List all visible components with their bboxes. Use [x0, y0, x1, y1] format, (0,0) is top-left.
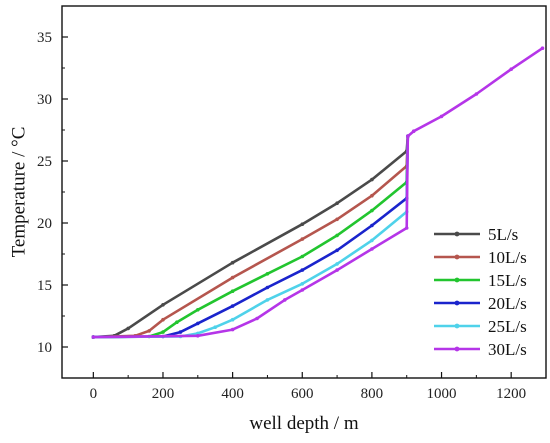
data-point: [213, 325, 217, 330]
legend-item: 10L/s: [434, 248, 527, 267]
series-line-1: [92, 134, 410, 339]
data-point: [126, 326, 130, 331]
data-point: [265, 298, 270, 302]
y-tick-label: 15: [37, 278, 52, 294]
data-point: [161, 330, 165, 334]
data-point: [370, 177, 374, 182]
x-tick-label: 1200: [496, 386, 526, 402]
data-point: [230, 260, 235, 265]
data-point: [265, 285, 270, 290]
data-point: [509, 67, 513, 71]
data-point: [300, 288, 305, 292]
data-point: [161, 303, 165, 307]
data-point: [335, 201, 339, 205]
y-tick-label: 20: [37, 216, 52, 232]
data-point: [265, 272, 270, 276]
data-point: [335, 268, 339, 272]
legend-item: 20L/s: [434, 294, 527, 313]
data-point: [300, 237, 305, 241]
data-point: [540, 46, 545, 50]
legend-item: 5L/s: [434, 225, 518, 244]
y-tick-label: 10: [37, 340, 52, 356]
data-point: [230, 275, 235, 280]
x-tick-label: 800: [361, 386, 384, 402]
x-axis-label: well depth / m: [249, 413, 358, 434]
series-line-3: [92, 134, 410, 339]
data-point: [370, 247, 374, 251]
y-tick-label: 35: [37, 30, 52, 46]
legend-item: 25L/s: [434, 317, 527, 336]
plot-frame: [61, 5, 547, 379]
data-point: [411, 129, 416, 133]
legend-label: 20L/s: [488, 294, 527, 313]
legend-item: 15L/s: [434, 271, 527, 290]
data-point: [178, 330, 183, 334]
legend-label: 15L/s: [488, 271, 527, 290]
series-line-6: [92, 46, 544, 339]
legend-marker: [454, 346, 460, 352]
ticks-layer: 0 200 400 600 800 1000 1200 10 15 20 25 30 35: [37, 30, 526, 402]
legend-marker: [454, 231, 460, 237]
data-point: [230, 317, 235, 322]
data-point: [147, 329, 151, 333]
legend-label: 25L/s: [488, 317, 527, 336]
legend-marker: [454, 323, 460, 329]
x-tick-label: 400: [221, 386, 244, 402]
data-point: [196, 321, 200, 326]
series-line-5: [92, 134, 410, 339]
legend-marker: [454, 254, 460, 260]
legend-label: 30L/s: [488, 340, 527, 359]
data-point: [335, 217, 339, 222]
data-point: [404, 226, 409, 230]
data-point: [196, 308, 200, 312]
data-point: [230, 304, 235, 308]
data-point: [406, 134, 410, 138]
data-point: [91, 335, 96, 339]
data-point: [283, 298, 287, 302]
data-point: [300, 268, 305, 272]
y-tick-label: 30: [37, 92, 52, 108]
data-point: [175, 320, 179, 325]
series-layer: [91, 46, 545, 339]
y-axis-label: Temperature / °C: [9, 127, 30, 258]
data-point: [370, 238, 374, 243]
data-point: [230, 327, 235, 332]
data-point: [335, 248, 339, 253]
data-point: [370, 208, 374, 213]
series-line-2: [92, 134, 410, 339]
data-point: [300, 254, 305, 259]
series-line-4: [92, 134, 410, 339]
legend: 5L/s 10L/s 15L/s 20L/s 25L/s 30L/s: [434, 225, 527, 359]
x-tick-label: 200: [152, 386, 175, 402]
data-point: [300, 222, 305, 226]
data-point: [300, 282, 305, 286]
data-point: [335, 233, 339, 238]
legend-marker: [454, 277, 460, 283]
data-point: [370, 193, 374, 198]
data-point: [474, 92, 479, 96]
x-tick-label: 0: [90, 386, 98, 402]
y-tick-label: 25: [37, 154, 52, 170]
data-point: [161, 317, 165, 322]
data-point: [255, 316, 259, 321]
data-point: [370, 223, 374, 228]
legend-marker: [454, 300, 460, 306]
data-point: [196, 334, 200, 338]
data-point: [439, 114, 444, 119]
data-point: [230, 289, 235, 294]
x-tick-label: 600: [291, 386, 314, 402]
x-tick-label: 1000: [427, 386, 457, 402]
legend-label: 5L/s: [488, 225, 518, 244]
legend-item: 30L/s: [434, 340, 527, 359]
legend-label: 10L/s: [488, 248, 527, 267]
data-point: [335, 262, 339, 266]
